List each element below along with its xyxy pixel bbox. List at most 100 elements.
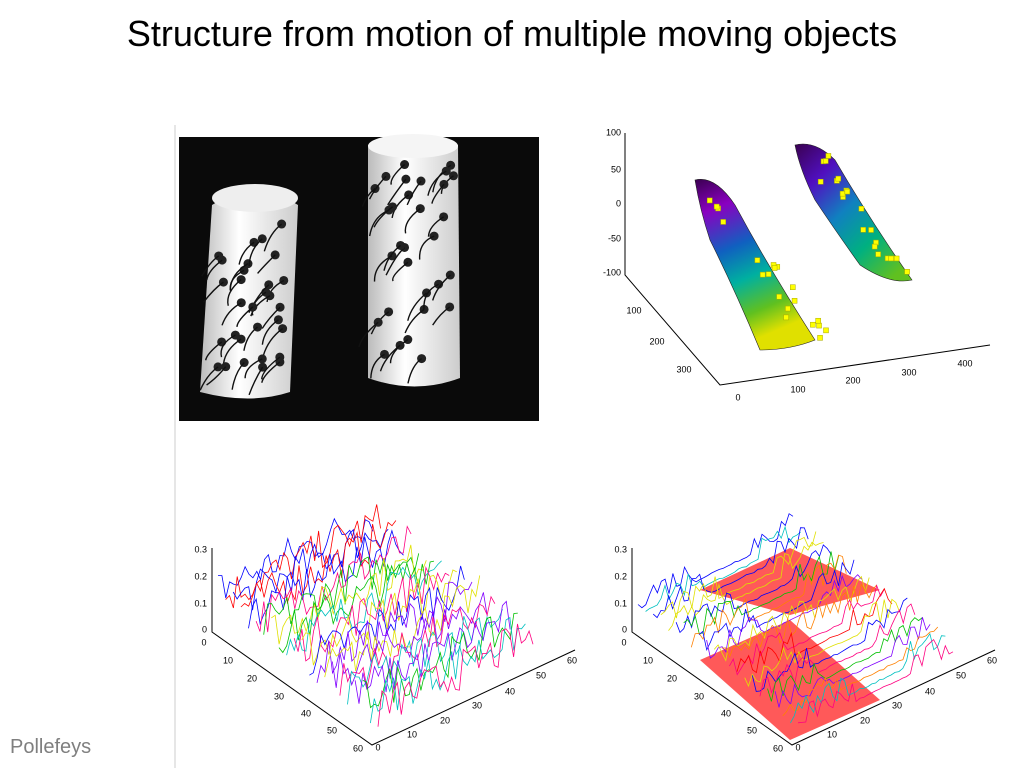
track — [206, 259, 223, 281]
feature-point — [844, 188, 851, 195]
mesh-line — [217, 517, 374, 599]
mesh-line — [767, 617, 923, 702]
feature-point — [825, 153, 832, 159]
feature-point — [893, 255, 900, 262]
feature-point — [904, 269, 910, 275]
tick-label: -50 — [608, 233, 621, 243]
track — [404, 208, 421, 234]
track — [431, 183, 445, 204]
mesh-line — [683, 551, 840, 635]
mesh-line — [377, 623, 534, 727]
track — [391, 194, 410, 219]
tick-label: 0.2 — [614, 571, 627, 581]
mesh-line — [675, 544, 832, 634]
tick-label: 20 — [667, 673, 677, 683]
track — [202, 281, 224, 303]
slide-title: Structure from motion of multiple moving… — [126, 13, 898, 54]
mesh-line — [668, 541, 824, 631]
tick-label: 60 — [567, 655, 577, 665]
feature-point — [823, 327, 829, 334]
tick-label: 20 — [247, 673, 257, 683]
tick-label: 60 — [773, 743, 783, 753]
tick-label: 0 — [201, 637, 206, 647]
tick-label: 0 — [621, 637, 626, 647]
mesh-line — [744, 598, 901, 688]
tick-label: 40 — [505, 686, 515, 696]
tick-label: 50 — [536, 670, 546, 680]
track — [262, 328, 284, 356]
mesh-line — [751, 597, 908, 692]
footer: Pollefeys — [10, 736, 92, 758]
track — [261, 361, 281, 383]
mesh-line — [278, 560, 435, 654]
mesh-line — [713, 575, 870, 662]
feature-point — [817, 178, 824, 185]
tick-label: 60 — [353, 743, 363, 753]
mesh-line — [729, 584, 885, 676]
feature-point — [759, 271, 766, 278]
tick-label: 40 — [721, 708, 731, 718]
mesh-line — [690, 554, 847, 648]
mesh-line — [797, 638, 954, 724]
track — [358, 321, 379, 348]
track — [368, 175, 387, 200]
mesh-line — [354, 600, 511, 704]
feature-point — [871, 243, 878, 250]
tick-label: 200 — [649, 336, 664, 346]
track — [383, 244, 401, 271]
feature-point — [765, 271, 772, 277]
axis — [631, 548, 996, 746]
tick-label: -100 — [603, 267, 621, 277]
tick-label: 40 — [301, 708, 311, 718]
mesh-line — [782, 626, 939, 717]
tick-label: 10 — [407, 729, 417, 739]
tick-label: 0.1 — [614, 598, 627, 608]
tick-label: 0.3 — [194, 544, 207, 554]
track — [263, 223, 283, 252]
surface-plot — [624, 133, 991, 386]
feature-point — [817, 335, 823, 341]
tick-label: 300 — [901, 367, 916, 377]
track — [261, 319, 279, 345]
photo — [179, 134, 539, 421]
mesh-line — [637, 513, 794, 609]
mesh-line — [293, 566, 450, 662]
axis — [211, 548, 576, 746]
track — [427, 170, 447, 196]
tick-label: 100 — [626, 305, 641, 315]
tick-label: 50 — [747, 725, 757, 735]
track — [201, 255, 220, 277]
mesh-line — [736, 587, 893, 674]
tick-label: 20 — [440, 715, 450, 725]
mesh-line — [316, 581, 473, 683]
track — [266, 279, 285, 303]
feature-point — [771, 265, 778, 271]
tick-label: 100 — [606, 127, 621, 137]
track — [404, 308, 425, 334]
mesh-line — [248, 529, 404, 629]
feature-point — [791, 298, 798, 304]
track — [204, 341, 223, 361]
mesh-line — [263, 553, 420, 635]
flat-region — [700, 620, 880, 740]
tick-label: 50 — [327, 725, 337, 735]
feature-point — [858, 205, 865, 212]
tick-label: 300 — [676, 364, 691, 374]
feature-point — [816, 322, 822, 329]
tick-label: 30 — [274, 691, 284, 701]
mesh-line — [774, 617, 931, 708]
mesh-line — [706, 574, 862, 659]
track — [379, 344, 401, 372]
track — [221, 302, 242, 326]
feature-point — [888, 255, 895, 262]
feature-point — [835, 175, 842, 182]
mesh-line — [790, 632, 946, 724]
track — [373, 206, 394, 228]
track — [370, 353, 385, 379]
track — [250, 295, 271, 317]
track — [238, 241, 255, 265]
tick-label: 0 — [795, 742, 800, 752]
track — [248, 238, 263, 267]
feature-point — [713, 203, 720, 210]
